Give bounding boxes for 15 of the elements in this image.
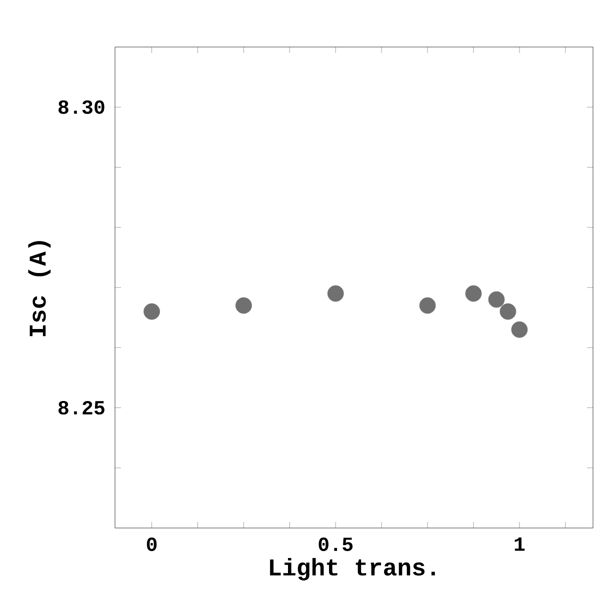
point: [511, 321, 528, 338]
x-tick-label: 0.5: [318, 538, 353, 552]
x-tick-label: 0: [146, 538, 157, 552]
point: [327, 285, 344, 302]
point: [144, 303, 160, 320]
x-tick-label: 1: [514, 538, 525, 551]
point: [419, 297, 436, 314]
point: [488, 291, 505, 308]
point: [500, 303, 516, 320]
y-tick-label: 8.25: [58, 400, 104, 415]
point: [235, 297, 252, 314]
x-axis-title: Light trans.: [270, 558, 435, 580]
point: [465, 285, 482, 302]
y-axis-title: Isc (A): [28, 241, 51, 336]
y-tick-label: 8.30: [58, 100, 104, 114]
